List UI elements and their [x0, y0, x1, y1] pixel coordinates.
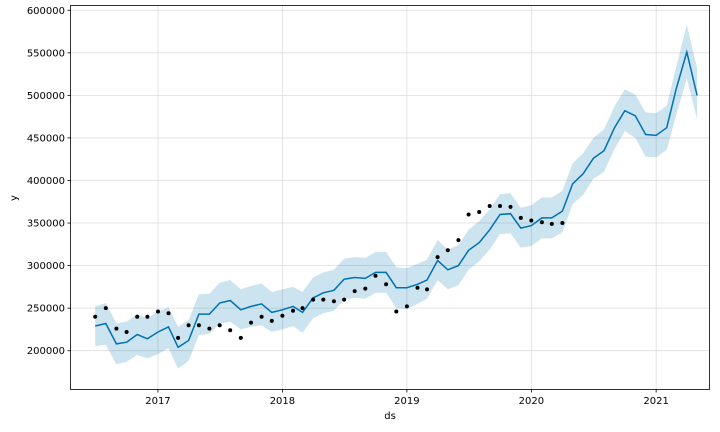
x-tick-label: 2018 — [270, 396, 295, 407]
observed-point — [342, 297, 347, 302]
observed-point — [186, 323, 191, 328]
y-tick-label: 400000 — [27, 176, 65, 187]
observed-point — [487, 204, 492, 208]
y-tick-label: 250000 — [27, 304, 65, 315]
x-tick-label: 2017 — [145, 396, 170, 407]
observed-point — [176, 335, 181, 340]
observed-point — [498, 204, 502, 208]
observed-point — [518, 215, 523, 220]
y-tick-label: 550000 — [27, 48, 65, 59]
y-tick-label: 450000 — [27, 133, 65, 144]
observed-point — [103, 306, 108, 311]
y-axis-ticks: 200000 250000 300000 350000 400000 450000 5000… — [27, 6, 71, 357]
observed-point — [415, 285, 420, 290]
plot-frame — [70, 5, 710, 390]
observed-point — [156, 309, 160, 314]
x-tick-label: 2019 — [394, 396, 419, 407]
observed-point — [291, 308, 295, 313]
observed-point — [145, 314, 150, 319]
observed-point — [331, 299, 336, 304]
observed-point — [373, 273, 378, 278]
y-tick-label: 500000 — [27, 91, 65, 102]
observed-point — [363, 286, 368, 291]
observed-point — [259, 314, 264, 319]
observed-point — [135, 314, 140, 319]
observed-point — [560, 221, 565, 225]
x-axis-label: ds — [384, 411, 396, 422]
observed-point — [549, 221, 554, 226]
observed-point — [466, 212, 471, 217]
observed-point — [196, 323, 201, 328]
observed-point — [435, 255, 440, 260]
forecast-line-group — [95, 49, 698, 349]
observed-point — [228, 328, 233, 333]
observed-point — [269, 318, 274, 323]
observed-points-group — [93, 204, 565, 340]
observed-point — [425, 287, 429, 292]
observed-point — [394, 309, 399, 314]
observed-point — [508, 204, 513, 209]
x-tick-label: 2020 — [519, 396, 544, 407]
observed-point — [529, 218, 534, 223]
observed-point — [249, 320, 253, 325]
y-tick-label: 200000 — [27, 346, 65, 357]
observed-point — [539, 220, 544, 225]
observed-point — [384, 282, 389, 287]
observed-point — [114, 326, 119, 331]
gridlines — [71, 6, 709, 389]
observed-point — [300, 306, 305, 311]
x-tick-label: 2021 — [643, 396, 668, 407]
y-tick-label: 600000 — [27, 6, 65, 17]
observed-point — [456, 238, 461, 243]
observed-point — [445, 248, 450, 253]
observed-point — [404, 304, 409, 309]
y-axis-label: y — [9, 195, 20, 201]
observed-point — [280, 313, 285, 318]
y-tick-label: 350000 — [27, 219, 65, 230]
observed-point — [477, 210, 482, 214]
observed-point — [166, 311, 171, 316]
observed-point — [311, 297, 316, 302]
forecast-line — [95, 49, 698, 349]
x-axis-ticks: 2017 2018 2019 2020 2021 — [145, 389, 669, 407]
observed-point — [238, 335, 243, 340]
observed-point — [207, 326, 212, 331]
observed-point — [321, 297, 326, 302]
observed-point — [217, 323, 222, 328]
y-tick-label: 300000 — [27, 261, 65, 272]
observed-point — [352, 289, 357, 294]
observed-point — [124, 330, 129, 334]
observed-point — [93, 314, 98, 319]
